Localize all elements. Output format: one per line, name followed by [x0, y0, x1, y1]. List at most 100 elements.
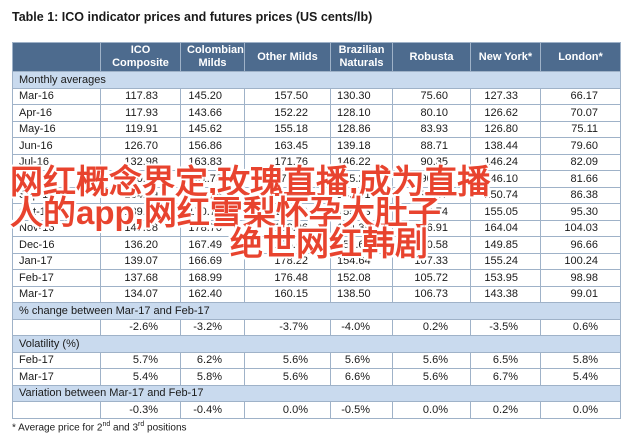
footnote-sup: rd — [138, 421, 145, 428]
cell: 82.09 — [540, 153, 621, 171]
cell: -3.5% — [470, 318, 541, 336]
cell: 147.08 — [100, 219, 181, 237]
cell: 117.83 — [100, 87, 181, 105]
cell: 5.6% — [392, 368, 471, 386]
column-header: London* — [540, 42, 621, 72]
cell: 119.91 — [100, 120, 181, 138]
cell: 95.30 — [540, 203, 621, 221]
cell: 176.63 — [244, 236, 331, 254]
cell: 166.08 — [180, 186, 245, 204]
footnote-text: and 3 — [110, 422, 139, 434]
column-header: New York* — [470, 42, 541, 72]
cell: 164.39 — [330, 219, 393, 237]
data-row: -2.6% -3.2% -3.7% -4.0% 0.2% -3.5% 0.6% — [12, 318, 621, 336]
cell: 143.38 — [470, 285, 541, 303]
cell: 5.6% — [330, 351, 393, 369]
footnote-text: * Average price for 2 — [12, 422, 103, 434]
cell: 167.49 — [180, 236, 245, 254]
cell: 146.10 — [470, 170, 541, 188]
cell: 138.44 — [470, 137, 541, 155]
section-row: Volatility (%) — [12, 335, 621, 353]
cell: 83.93 — [392, 120, 471, 138]
column-header: Colombian Milds — [180, 42, 245, 72]
row-label: Apr-16 — [12, 104, 101, 122]
cell: 98.98 — [540, 269, 621, 287]
cell: 90.35 — [392, 153, 471, 171]
cell: 166.69 — [180, 252, 245, 270]
cell: 136.20 — [100, 236, 181, 254]
cell: 128.10 — [330, 104, 393, 122]
section-label: % change between Mar-17 and Feb-17 — [12, 302, 621, 320]
cell: -3.7% — [244, 318, 331, 336]
column-header-line: Naturals — [339, 57, 384, 69]
cell: 139.18 — [330, 137, 393, 155]
cell: 150.74 — [470, 186, 541, 204]
cell: 90.19 — [392, 170, 471, 188]
column-header-line: ICO — [130, 44, 151, 56]
cell: 98.74 — [392, 203, 471, 221]
cell: 106.91 — [392, 219, 471, 237]
section-label: Volatility (%) — [12, 335, 621, 353]
cell: 0.2% — [470, 401, 541, 419]
cell: 160.15 — [244, 285, 331, 303]
row-label: Jan-17 — [12, 252, 101, 270]
cell: 70.07 — [540, 104, 621, 122]
cell: 105.72 — [392, 269, 471, 287]
cell: 180.59 — [244, 203, 331, 221]
column-header-line: London* — [558, 50, 603, 63]
row-label: Jun-16 — [12, 137, 101, 155]
section-row: Monthly averages — [12, 71, 621, 89]
cell: 100.24 — [540, 252, 621, 270]
cell: 6.7% — [470, 368, 541, 386]
column-header-line: Colombian — [187, 44, 244, 56]
header-cell — [12, 42, 101, 72]
cell: 126.80 — [470, 120, 541, 138]
cell: 146.22 — [330, 153, 393, 171]
section-row: Variation between Mar-17 and Feb-17 — [12, 384, 621, 402]
data-row: Jul-16 132.98 163.83 171.76 146.22 90.35 146.2… — [12, 153, 621, 171]
cell: 106.73 — [392, 285, 471, 303]
cell: 164.04 — [470, 219, 541, 237]
data-row: Nov-16 147.08 178.70 188.96 164.39 106.91 164.… — [12, 219, 621, 237]
cell: -0.4% — [180, 401, 245, 419]
data-row: Aug-16 130.40 161.73 170.59 145.27 90.19 146.1… — [12, 170, 621, 188]
cell: 171.76 — [244, 153, 331, 171]
cell: 0.2% — [392, 318, 471, 336]
row-label: Mar-16 — [12, 87, 101, 105]
price-table: ICO Composite Colombian Milds Other Milds Bra… — [12, 42, 621, 419]
cell: 6.5% — [470, 351, 541, 369]
column-header-line: Brazilian — [338, 44, 385, 56]
cell: 162.40 — [180, 285, 245, 303]
row-label — [12, 401, 101, 419]
row-label: Sep-16 — [12, 186, 101, 204]
row-label: Feb-17 — [12, 351, 101, 369]
data-row: Sep-16 134.79 166.08 175.07 149.41 94.37 150.7… — [12, 186, 621, 204]
cell: 163.83 — [180, 153, 245, 171]
data-row: Feb-17 137.68 168.99 176.48 152.08 105.72 153.… — [12, 269, 621, 287]
section-label: Variation between Mar-17 and Feb-17 — [12, 384, 621, 402]
cell: 130.30 — [330, 87, 393, 105]
data-row: Jan-17 139.07 166.69 178.22 154.64 107.33 155.… — [12, 252, 621, 270]
cell: 138.50 — [330, 285, 393, 303]
header-row: ICO Composite Colombian Milds Other Milds Bra… — [12, 42, 621, 72]
cell: 176.48 — [244, 269, 331, 287]
cell: 6.6% — [330, 368, 393, 386]
footnote-text: positions — [144, 422, 187, 434]
cell: 149.85 — [470, 236, 541, 254]
row-label: Jul-16 — [12, 153, 101, 171]
cell: 6.2% — [180, 351, 245, 369]
table-body: Monthly averages Mar-16 117.83 145.20 157.50… — [12, 71, 621, 419]
column-header-line: Robusta — [409, 50, 454, 63]
data-row: Dec-16 136.20 167.49 176.63 152.61 100.58 149.… — [12, 236, 621, 254]
column-header: Brazilian Naturals — [330, 42, 393, 72]
cell: -3.2% — [180, 318, 245, 336]
cell: 5.8% — [180, 368, 245, 386]
cell: 155.53 — [330, 203, 393, 221]
cell: 75.60 — [392, 87, 471, 105]
cell: 128.86 — [330, 120, 393, 138]
row-label: Nov-16 — [12, 219, 101, 237]
cell: 155.24 — [470, 252, 541, 270]
cell: 132.98 — [100, 153, 181, 171]
cell: -0.3% — [100, 401, 181, 419]
cell: 178.22 — [244, 252, 331, 270]
